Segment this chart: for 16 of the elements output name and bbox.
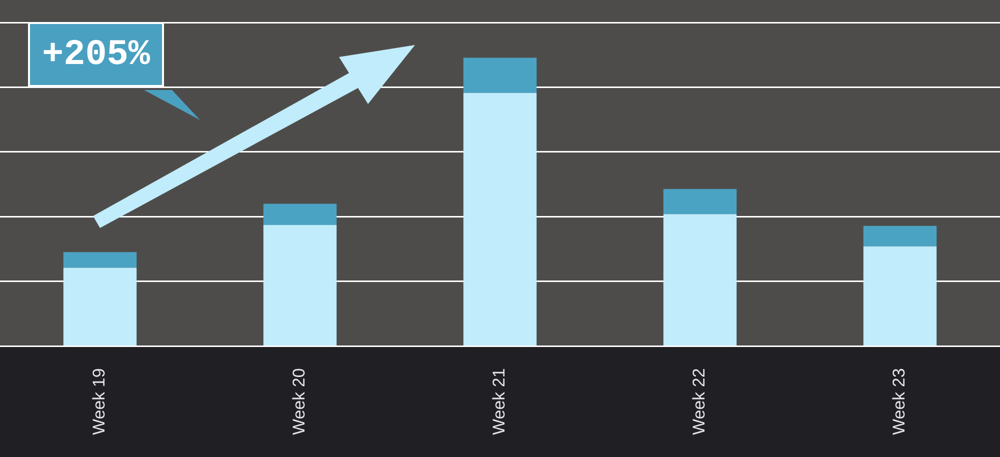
bar xyxy=(863,246,937,346)
x-tick-label: Week 21 xyxy=(490,368,509,435)
x-tick-label: Week 20 xyxy=(290,368,309,435)
x-tick-label: Week 23 xyxy=(890,368,909,435)
bar xyxy=(663,188,737,214)
bar xyxy=(63,268,137,346)
annotation: +205% xyxy=(28,22,164,87)
bar xyxy=(863,226,937,246)
bar xyxy=(463,92,537,346)
bar xyxy=(263,225,337,346)
x-tick-label: Week 19 xyxy=(90,368,109,435)
bar xyxy=(263,204,337,226)
bar xyxy=(463,58,537,93)
x-tick-label: Week 22 xyxy=(690,368,709,435)
bar xyxy=(63,252,137,268)
bar xyxy=(663,214,737,346)
